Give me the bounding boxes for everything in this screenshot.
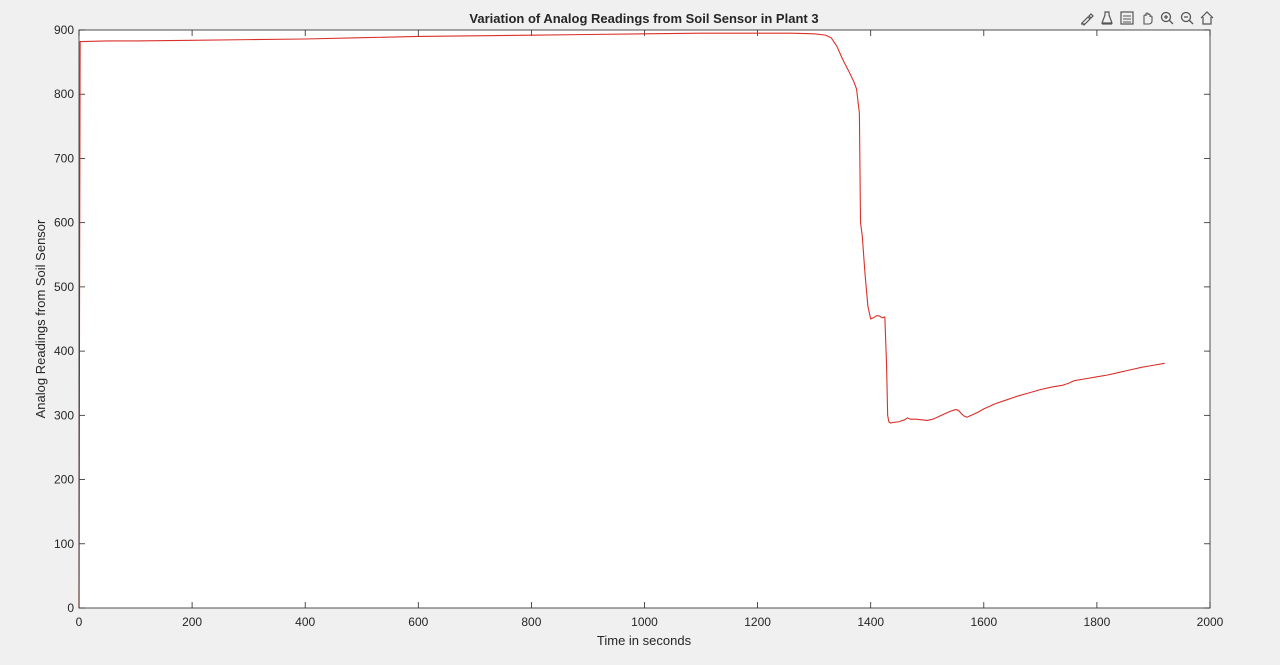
- y-tick-label: 0: [67, 601, 74, 615]
- x-tick-label: 1400: [857, 615, 884, 629]
- x-tick-label: 400: [295, 615, 315, 629]
- x-tick-label: 1000: [631, 615, 658, 629]
- x-tick-label: 1200: [744, 615, 771, 629]
- brush-icon[interactable]: [1078, 9, 1096, 27]
- save-icon[interactable]: [1118, 9, 1136, 27]
- y-tick-label: 100: [54, 537, 74, 551]
- plot-box: [78, 29, 1211, 609]
- zoom-in-icon[interactable]: [1158, 9, 1176, 27]
- y-tick-label: 800: [54, 87, 74, 101]
- x-tick-label: 0: [76, 615, 83, 629]
- plot-area: [79, 30, 1210, 608]
- y-tick-label: 400: [54, 344, 74, 358]
- y-tick-label: 200: [54, 473, 74, 487]
- y-tick-label: 900: [54, 23, 74, 37]
- pan-icon[interactable]: [1138, 9, 1156, 27]
- y-tick-label: 300: [54, 408, 74, 422]
- y-axis-label: Analog Readings from Soil Sensor: [33, 219, 48, 418]
- chart-title: Variation of Analog Readings from Soil S…: [469, 11, 818, 26]
- x-tick-label: 1600: [970, 615, 997, 629]
- x-tick-label: 200: [182, 615, 202, 629]
- x-tick-label: 600: [408, 615, 428, 629]
- zoom-out-icon[interactable]: [1178, 9, 1196, 27]
- x-tick-label: 1800: [1084, 615, 1111, 629]
- x-tick-label: 2000: [1197, 615, 1224, 629]
- series-line-plant-3: [78, 32, 1165, 609]
- y-tick-label: 600: [54, 216, 74, 230]
- figure-toolbar: [1078, 8, 1216, 28]
- data-tips-icon[interactable]: [1098, 9, 1116, 27]
- y-tick-label: 500: [54, 280, 74, 294]
- home-icon[interactable]: [1198, 9, 1216, 27]
- x-axis-label: Time in seconds: [597, 633, 692, 648]
- x-tick-label: 800: [521, 615, 541, 629]
- y-tick-label: 700: [54, 151, 74, 165]
- ticks-layer: 0 200 400 600 800 1000 1200 1400 1600 1800 2000 0 10…: [54, 23, 1224, 629]
